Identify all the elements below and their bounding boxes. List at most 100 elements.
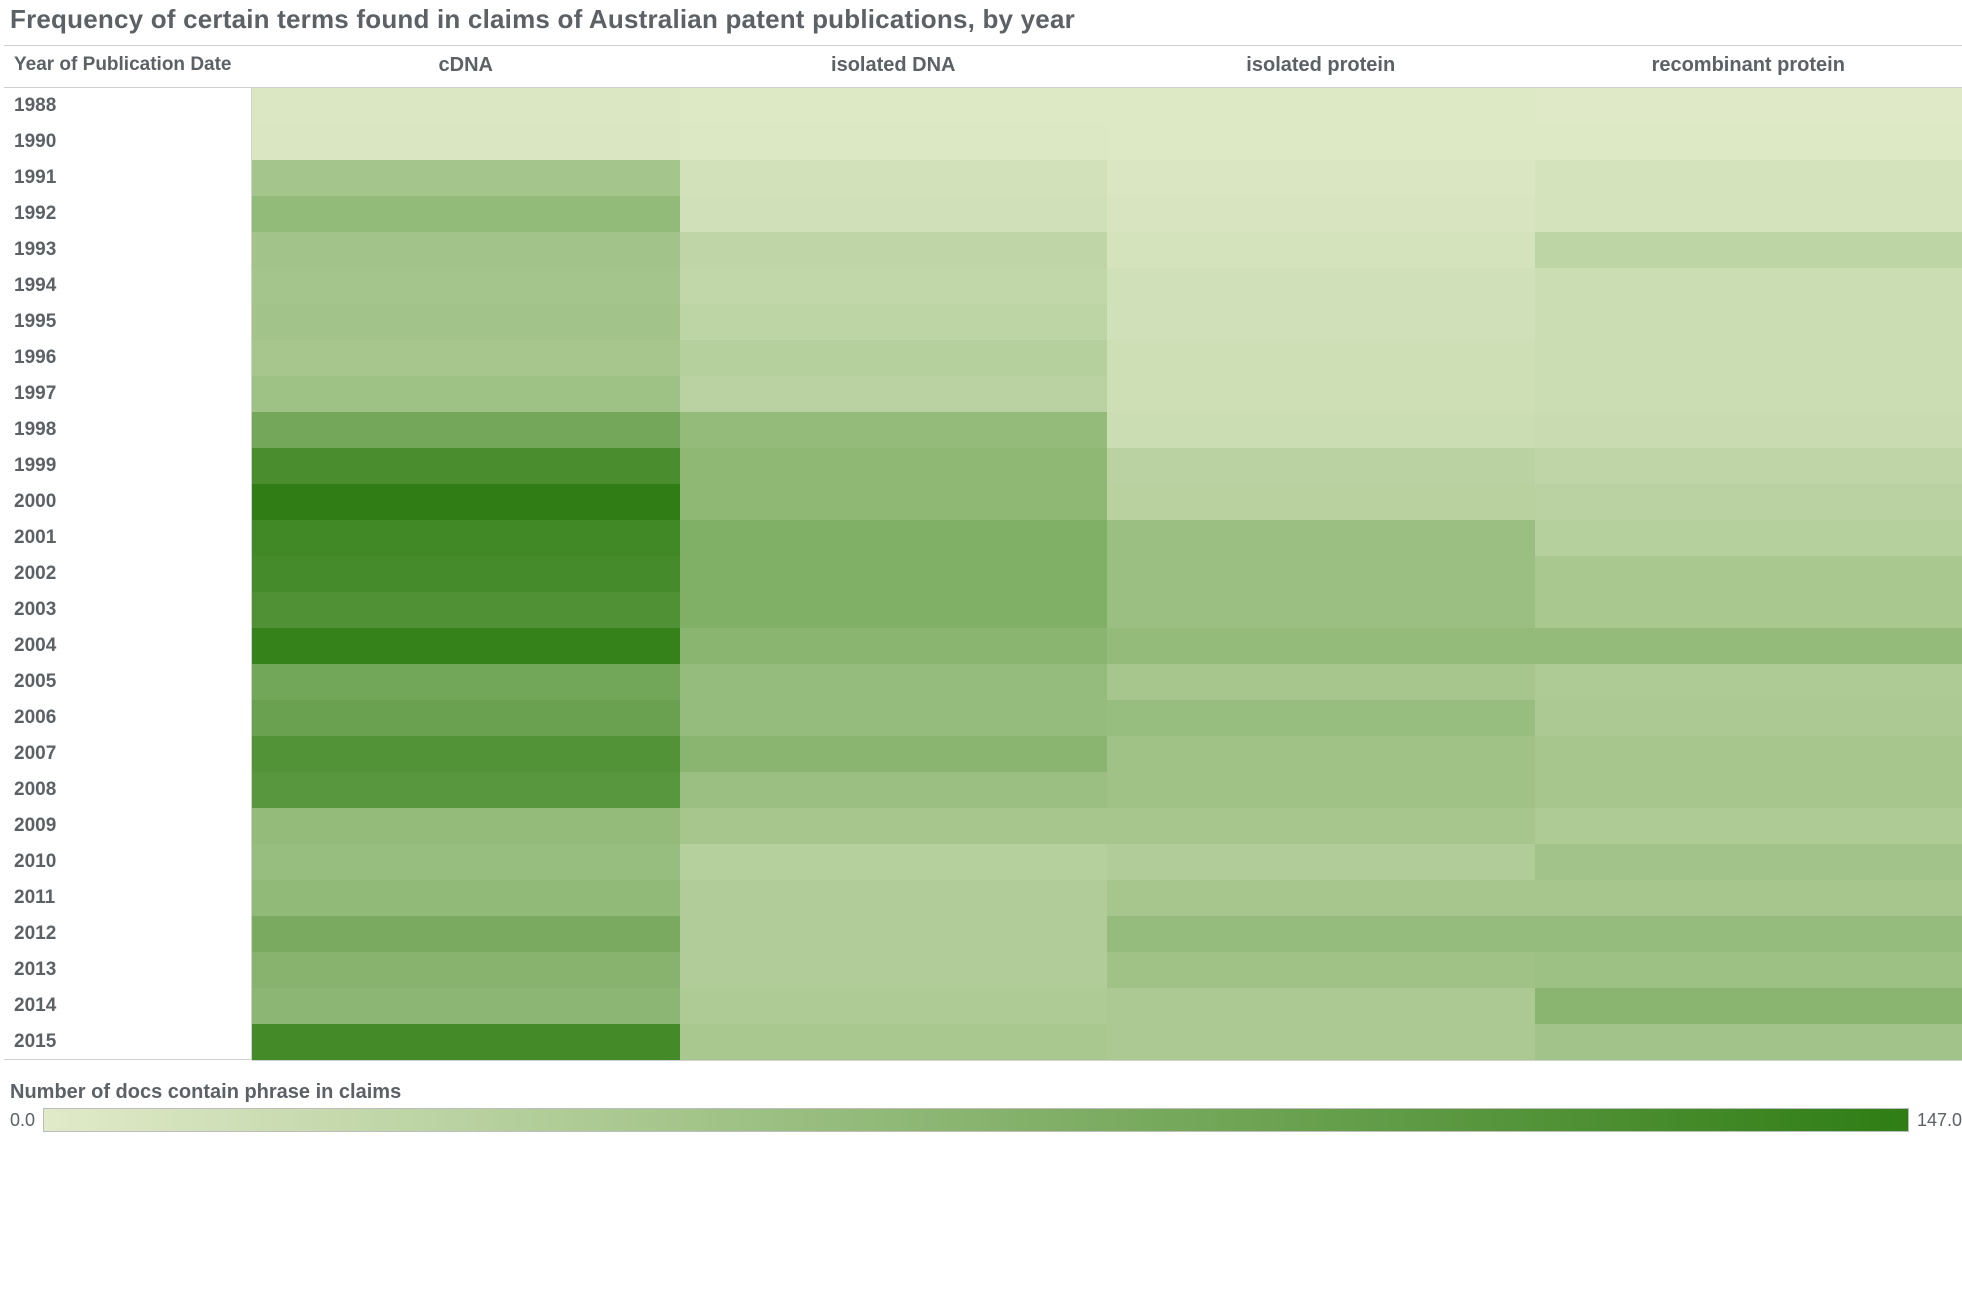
heatmap-cell — [1107, 592, 1535, 628]
heatmap-cell — [1535, 772, 1962, 808]
row-label: 2009 — [4, 808, 252, 844]
heatmap-cell — [1535, 520, 1962, 556]
heatmap-cell — [252, 664, 680, 700]
heatmap-cell — [680, 700, 1108, 736]
heatmap-cell — [1107, 412, 1535, 448]
heatmap-cell — [680, 880, 1108, 916]
row-label: 1998 — [4, 412, 252, 448]
row-label: 2014 — [4, 988, 252, 1024]
legend-max-label: 147.0 — [1917, 1110, 1962, 1131]
legend-title: Number of docs contain phrase in claims — [10, 1081, 1962, 1104]
heatmap-cell — [680, 520, 1108, 556]
heatmap-cell — [1107, 232, 1535, 268]
heatmap-cell — [1107, 556, 1535, 592]
heatmap-cell — [252, 412, 680, 448]
heatmap-cell — [680, 304, 1108, 340]
chart-title: Frequency of certain terms found in clai… — [10, 4, 1962, 35]
heatmap-cell — [1535, 556, 1962, 592]
row-label: 1995 — [4, 304, 252, 340]
heatmap-cell — [1535, 700, 1962, 736]
legend: Number of docs contain phrase in claims … — [10, 1081, 1962, 1132]
row-label: 2004 — [4, 628, 252, 664]
heatmap-cell — [680, 1024, 1108, 1061]
heatmap-cell — [1535, 304, 1962, 340]
column-header: isolated protein — [1107, 46, 1535, 88]
heatmap-cell — [252, 988, 680, 1024]
heatmap-cell — [680, 160, 1108, 196]
heatmap-cell — [252, 592, 680, 628]
row-label: 1991 — [4, 160, 252, 196]
heatmap-cell — [1107, 376, 1535, 412]
heatmap-cell — [680, 988, 1108, 1024]
heatmap-cell — [680, 124, 1108, 160]
heatmap-cell — [1107, 844, 1535, 880]
heatmap-cell — [252, 88, 680, 124]
row-label: 2000 — [4, 484, 252, 520]
heatmap-cell — [680, 844, 1108, 880]
heatmap-cell — [252, 700, 680, 736]
column-header: cDNA — [252, 46, 680, 88]
heatmap-cell — [252, 304, 680, 340]
heatmap-cell — [252, 772, 680, 808]
heatmap-cell — [1107, 484, 1535, 520]
heatmap-cell — [1535, 916, 1962, 952]
heatmap-cell — [252, 376, 680, 412]
heatmap-cell — [252, 232, 680, 268]
heatmap-cell — [1107, 304, 1535, 340]
heatmap-cell — [680, 376, 1108, 412]
row-label: 2005 — [4, 664, 252, 700]
row-label: 2013 — [4, 952, 252, 988]
heatmap-cell — [680, 916, 1108, 952]
heatmap-cell — [252, 340, 680, 376]
row-label: 2006 — [4, 700, 252, 736]
heatmap-cell — [1535, 160, 1962, 196]
heatmap-cell — [1535, 232, 1962, 268]
heatmap-cell — [252, 1024, 680, 1061]
heatmap-cell — [1107, 700, 1535, 736]
heatmap-cell — [680, 484, 1108, 520]
heatmap-cell — [1107, 340, 1535, 376]
heatmap-cell — [1107, 880, 1535, 916]
heatmap-cell — [1535, 268, 1962, 304]
heatmap-cell — [680, 664, 1108, 700]
heatmap-cell — [252, 556, 680, 592]
heatmap-cell — [252, 628, 680, 664]
legend-min-label: 0.0 — [10, 1110, 35, 1131]
heatmap-cell — [1107, 916, 1535, 952]
heatmap-grid: Year of Publication DatecDNAisolated DNA… — [4, 45, 1962, 1061]
heatmap-cell — [1535, 340, 1962, 376]
row-label: 2002 — [4, 556, 252, 592]
heatmap-cell — [252, 520, 680, 556]
heatmap-cell — [680, 88, 1108, 124]
heatmap-cell — [680, 952, 1108, 988]
heatmap-cell — [252, 844, 680, 880]
heatmap-cell — [1107, 160, 1535, 196]
row-label: 2007 — [4, 736, 252, 772]
heatmap-cell — [680, 232, 1108, 268]
legend-row: 0.0 147.0 — [10, 1108, 1962, 1132]
heatmap-cell — [1535, 844, 1962, 880]
row-label: 2011 — [4, 880, 252, 916]
heatmap-cell — [1535, 808, 1962, 844]
heatmap-cell — [1107, 808, 1535, 844]
row-label: 1996 — [4, 340, 252, 376]
heatmap-cell — [1107, 1024, 1535, 1061]
heatmap-cell — [1535, 880, 1962, 916]
row-label: 1992 — [4, 196, 252, 232]
heatmap-cell — [680, 196, 1108, 232]
heatmap-cell — [680, 268, 1108, 304]
row-label: 1988 — [4, 88, 252, 124]
heatmap-cell — [252, 880, 680, 916]
row-label: 2015 — [4, 1024, 252, 1060]
heatmap-cell — [1107, 196, 1535, 232]
heatmap-cell — [680, 736, 1108, 772]
row-label: 1993 — [4, 232, 252, 268]
heatmap-cell — [1535, 628, 1962, 664]
heatmap-cell — [252, 916, 680, 952]
heatmap-cell — [1535, 592, 1962, 628]
heatmap-cell — [680, 808, 1108, 844]
heatmap-cell — [1535, 448, 1962, 484]
row-axis-header: Year of Publication Date — [4, 46, 252, 88]
row-label: 2003 — [4, 592, 252, 628]
heatmap-cell — [252, 808, 680, 844]
